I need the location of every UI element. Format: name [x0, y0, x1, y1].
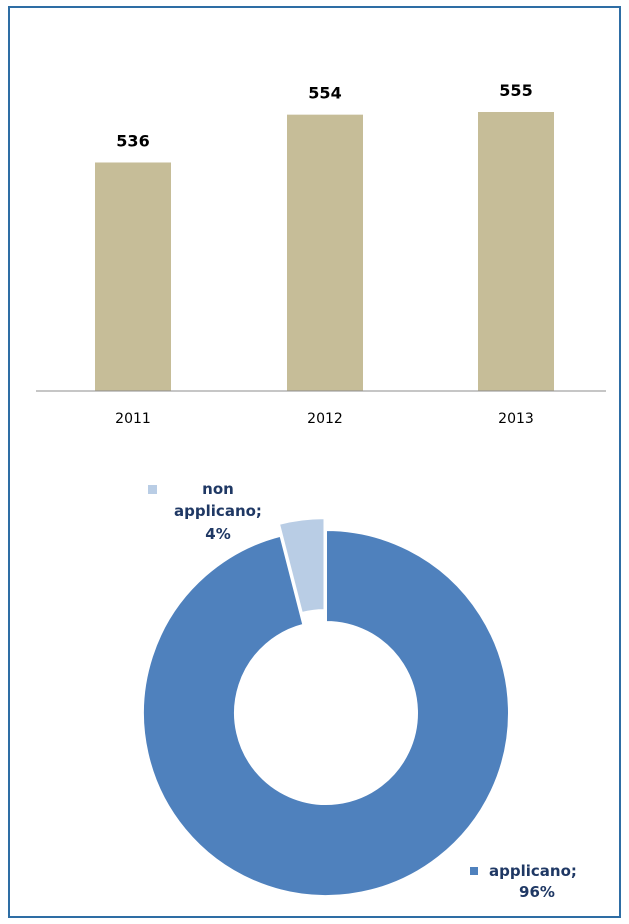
bar-2012 — [287, 114, 363, 392]
slice-label-non-line2: applicano; — [174, 502, 262, 520]
legend-swatch-applicano — [470, 867, 478, 875]
slice-label-applicano-value: 96% — [519, 883, 555, 901]
bar-2011 — [95, 162, 171, 391]
x-tick-label-2012: 2012 — [307, 411, 343, 427]
slice-label-non-value: 4% — [205, 525, 230, 543]
x-tick-label-2013: 2013 — [498, 411, 534, 427]
donut-slice-0 — [142, 528, 510, 897]
donut-slice-1 — [277, 517, 326, 615]
legend-swatch-non-applicano — [148, 485, 157, 494]
bar-2013 — [478, 112, 554, 391]
x-tick-label-2011: 2011 — [115, 411, 151, 427]
slice-label-applicano-name: applicano; — [489, 862, 577, 880]
slice-label-non-line1: non — [202, 480, 234, 498]
bar-value-label-2012: 554 — [308, 84, 341, 103]
bar-value-label-2013: 555 — [499, 81, 532, 100]
bar-value-label-2011: 536 — [116, 131, 149, 150]
